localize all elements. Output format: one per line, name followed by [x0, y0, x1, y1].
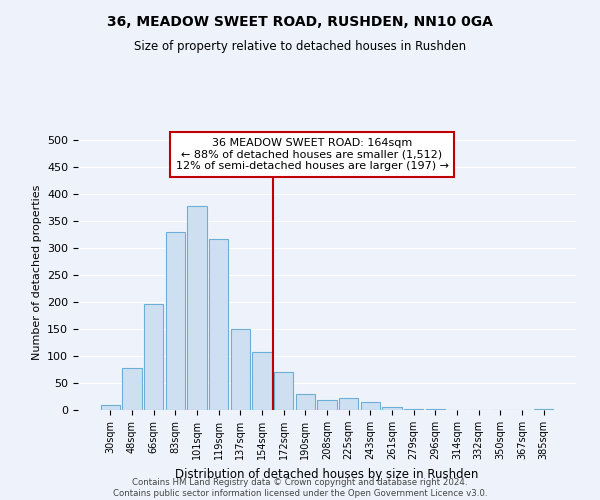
Bar: [361, 402, 380, 410]
Bar: [274, 372, 293, 410]
Bar: [122, 368, 142, 410]
Bar: [296, 394, 315, 410]
Bar: [101, 404, 120, 410]
Bar: [230, 329, 250, 410]
Bar: [404, 409, 424, 410]
Bar: [317, 400, 337, 410]
Bar: [187, 206, 207, 410]
Bar: [209, 238, 229, 410]
Bar: [382, 408, 402, 410]
Text: Size of property relative to detached houses in Rushden: Size of property relative to detached ho…: [134, 40, 466, 53]
Text: 36 MEADOW SWEET ROAD: 164sqm
← 88% of detached houses are smaller (1,512)
12% of: 36 MEADOW SWEET ROAD: 164sqm ← 88% of de…: [176, 138, 449, 171]
X-axis label: Distribution of detached houses by size in Rushden: Distribution of detached houses by size …: [175, 468, 479, 480]
Bar: [166, 232, 185, 410]
Y-axis label: Number of detached properties: Number of detached properties: [32, 185, 41, 360]
Bar: [252, 352, 272, 410]
Text: 36, MEADOW SWEET ROAD, RUSHDEN, NN10 0GA: 36, MEADOW SWEET ROAD, RUSHDEN, NN10 0GA: [107, 15, 493, 29]
Text: Contains HM Land Registry data © Crown copyright and database right 2024.
Contai: Contains HM Land Registry data © Crown c…: [113, 478, 487, 498]
Bar: [144, 304, 163, 410]
Bar: [339, 398, 358, 410]
